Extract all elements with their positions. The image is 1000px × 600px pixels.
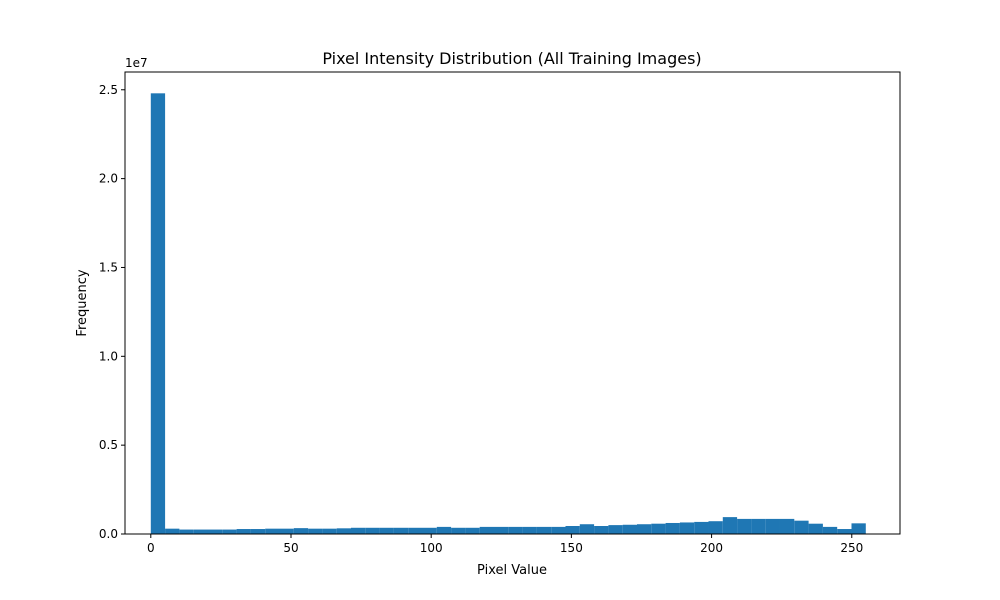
histogram-bar [565, 526, 580, 534]
histogram-bar [608, 525, 623, 534]
histogram-bar [679, 522, 695, 534]
histogram-bar [837, 529, 852, 534]
y-axis-label: Frequency [75, 269, 90, 336]
histogram-bar [493, 526, 509, 534]
histogram-bar [150, 93, 166, 535]
y-tick-label: 0.0 [99, 527, 118, 541]
x-tick-label: 100 [420, 541, 443, 555]
histogram-bar [779, 518, 795, 534]
histogram-bar [465, 527, 480, 534]
y-tick-label: 0.5 [99, 438, 118, 452]
x-axis-ticks: 0 50 100 150 200 250 [147, 534, 863, 555]
x-tick-label: 50 [283, 541, 298, 555]
histogram-bars [150, 93, 866, 535]
chart-title: Pixel Intensity Distribution (All Traini… [322, 49, 701, 68]
histogram-bar [808, 523, 823, 534]
histogram-bar [765, 518, 780, 534]
histogram-bar [350, 527, 366, 534]
histogram-bar [851, 523, 866, 534]
histogram-bar [365, 527, 380, 534]
histogram-bar [293, 528, 309, 534]
histogram-bar [651, 523, 666, 534]
x-tick-label: 150 [560, 541, 583, 555]
histogram-bar [737, 518, 752, 534]
histogram-bar [594, 526, 609, 534]
histogram-bar [250, 529, 266, 534]
y-axis-multiplier: 1e7 [125, 56, 148, 70]
histogram-bar [551, 526, 566, 534]
histogram-bar [336, 528, 351, 534]
histogram-bar [751, 518, 766, 534]
histogram-bar [536, 526, 552, 534]
histogram-bar [508, 526, 523, 534]
histogram-bar [236, 529, 251, 534]
histogram-bar [665, 522, 680, 534]
x-axis-label: Pixel Value [477, 563, 547, 578]
histogram-bar [694, 521, 709, 534]
histogram-bar [422, 527, 437, 534]
histogram-bar [579, 524, 595, 534]
histogram-bar [393, 527, 409, 534]
histogram-bar [265, 528, 280, 534]
histogram-bar [479, 526, 494, 534]
histogram-bar [222, 529, 237, 534]
histogram-bar [722, 517, 738, 534]
histogram-bar [822, 526, 838, 534]
y-tick-label: 2.0 [99, 172, 118, 186]
y-tick-label: 1.0 [99, 349, 118, 363]
plot-frame [124, 71, 901, 535]
x-tick-label: 0 [147, 541, 155, 555]
histogram-bar [436, 526, 452, 534]
histogram-bar [207, 529, 223, 534]
histogram-bar [279, 528, 294, 534]
y-axis-ticks: 0.0 0.5 1.0 1.5 2.0 2.5 [99, 83, 125, 541]
histogram-bar [165, 528, 180, 534]
histogram-bar [522, 526, 537, 534]
histogram-bar [193, 529, 208, 534]
histogram-bar [408, 527, 423, 534]
histogram-bar [322, 528, 337, 534]
histogram-bar [622, 524, 637, 534]
histogram-bar [708, 521, 723, 534]
histogram-bar [794, 520, 809, 534]
histogram-bar [636, 524, 652, 534]
histogram-bar [308, 528, 323, 534]
x-tick-label: 200 [700, 541, 723, 555]
x-tick-label: 250 [840, 541, 863, 555]
y-tick-label: 1.5 [99, 260, 118, 274]
y-tick-label: 2.5 [99, 83, 118, 97]
histogram-bar [379, 527, 394, 534]
histogram-bar [179, 529, 194, 534]
histogram-bar [451, 527, 466, 534]
